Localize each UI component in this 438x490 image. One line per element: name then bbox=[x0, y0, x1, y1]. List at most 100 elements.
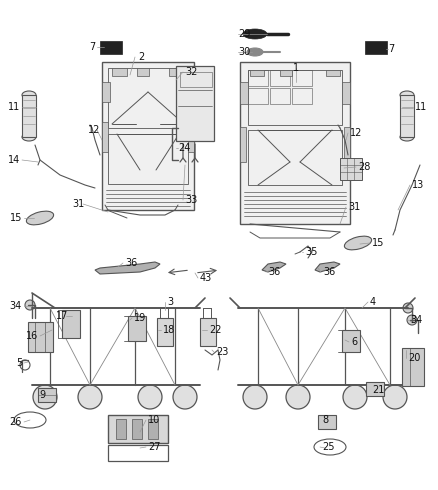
Bar bbox=[200, 318, 216, 346]
Text: 6: 6 bbox=[351, 337, 357, 347]
Bar bbox=[62, 310, 80, 338]
Bar bbox=[342, 330, 360, 352]
Bar bbox=[112, 68, 127, 76]
Bar bbox=[240, 127, 246, 162]
Bar bbox=[176, 66, 214, 141]
Text: 23: 23 bbox=[216, 347, 228, 357]
Bar bbox=[366, 382, 384, 396]
Text: 30: 30 bbox=[238, 47, 250, 57]
Text: 24: 24 bbox=[178, 143, 191, 153]
Polygon shape bbox=[95, 262, 160, 274]
Bar bbox=[180, 72, 212, 87]
Text: 13: 13 bbox=[412, 180, 424, 190]
Text: 32: 32 bbox=[185, 67, 198, 77]
Bar bbox=[342, 82, 350, 104]
Text: 22: 22 bbox=[209, 325, 222, 335]
Bar bbox=[240, 62, 350, 224]
Text: 29: 29 bbox=[238, 29, 251, 39]
Bar bbox=[250, 70, 264, 76]
Text: 36: 36 bbox=[268, 267, 280, 277]
Text: 34: 34 bbox=[410, 315, 422, 325]
Bar bbox=[292, 70, 312, 86]
Bar bbox=[102, 62, 194, 210]
Text: 15: 15 bbox=[10, 213, 22, 223]
Bar bbox=[108, 68, 188, 128]
Bar bbox=[188, 122, 194, 152]
Circle shape bbox=[173, 385, 197, 409]
Ellipse shape bbox=[403, 303, 413, 313]
Ellipse shape bbox=[22, 133, 36, 141]
Bar bbox=[326, 70, 340, 76]
Text: 15: 15 bbox=[372, 238, 385, 248]
Bar bbox=[292, 88, 312, 104]
Text: 4: 4 bbox=[370, 297, 376, 307]
Text: 31: 31 bbox=[348, 202, 360, 212]
Text: 25: 25 bbox=[322, 442, 335, 452]
Ellipse shape bbox=[407, 315, 417, 325]
Circle shape bbox=[138, 385, 162, 409]
Text: 8: 8 bbox=[322, 415, 328, 425]
Bar bbox=[102, 82, 110, 102]
Text: 20: 20 bbox=[408, 353, 420, 363]
Circle shape bbox=[243, 385, 267, 409]
Bar bbox=[248, 88, 268, 104]
Bar bbox=[157, 318, 173, 346]
Text: 1: 1 bbox=[293, 63, 299, 73]
Text: 17: 17 bbox=[56, 311, 68, 321]
Text: 18: 18 bbox=[163, 325, 175, 335]
Text: 12: 12 bbox=[350, 128, 362, 138]
Circle shape bbox=[78, 385, 102, 409]
Bar bbox=[28, 322, 53, 352]
Bar bbox=[248, 70, 268, 86]
Bar bbox=[280, 70, 292, 76]
Bar bbox=[38, 388, 56, 402]
Bar bbox=[108, 445, 168, 461]
Bar bbox=[116, 419, 126, 439]
Text: 7: 7 bbox=[388, 44, 394, 54]
Text: 35: 35 bbox=[305, 247, 318, 257]
Bar bbox=[240, 82, 248, 104]
Text: 16: 16 bbox=[26, 331, 38, 341]
Ellipse shape bbox=[22, 91, 36, 99]
Circle shape bbox=[343, 385, 367, 409]
Text: 33: 33 bbox=[185, 195, 197, 205]
Ellipse shape bbox=[243, 29, 267, 39]
Text: 43: 43 bbox=[200, 273, 212, 283]
Text: 9: 9 bbox=[39, 390, 45, 400]
Text: 34: 34 bbox=[10, 301, 22, 311]
Text: 27: 27 bbox=[148, 442, 160, 452]
Ellipse shape bbox=[344, 236, 371, 250]
Bar bbox=[340, 158, 362, 180]
Circle shape bbox=[33, 385, 57, 409]
Bar bbox=[128, 316, 146, 341]
Ellipse shape bbox=[400, 133, 414, 141]
Bar bbox=[148, 419, 158, 439]
Text: 10: 10 bbox=[148, 415, 160, 425]
Text: 7: 7 bbox=[89, 42, 95, 52]
Text: 5: 5 bbox=[16, 358, 22, 368]
Bar bbox=[22, 95, 36, 137]
Bar bbox=[402, 348, 424, 386]
Ellipse shape bbox=[400, 91, 414, 99]
Ellipse shape bbox=[247, 48, 263, 56]
Bar bbox=[248, 130, 342, 185]
Ellipse shape bbox=[25, 300, 35, 310]
Text: 28: 28 bbox=[358, 162, 371, 172]
Circle shape bbox=[383, 385, 407, 409]
Text: 12: 12 bbox=[88, 125, 100, 135]
Text: 21: 21 bbox=[372, 385, 385, 395]
Text: 3: 3 bbox=[167, 297, 173, 307]
Bar bbox=[400, 95, 414, 137]
Text: 36: 36 bbox=[323, 267, 335, 277]
Ellipse shape bbox=[26, 211, 53, 225]
Text: 36: 36 bbox=[125, 258, 137, 268]
Text: 19: 19 bbox=[134, 313, 146, 323]
Bar bbox=[108, 415, 168, 443]
Bar bbox=[318, 415, 336, 429]
Bar bbox=[100, 41, 122, 54]
Bar bbox=[344, 127, 350, 162]
Text: 2: 2 bbox=[138, 52, 144, 62]
Polygon shape bbox=[262, 262, 286, 272]
Text: 26: 26 bbox=[10, 417, 22, 427]
Bar bbox=[102, 122, 108, 152]
